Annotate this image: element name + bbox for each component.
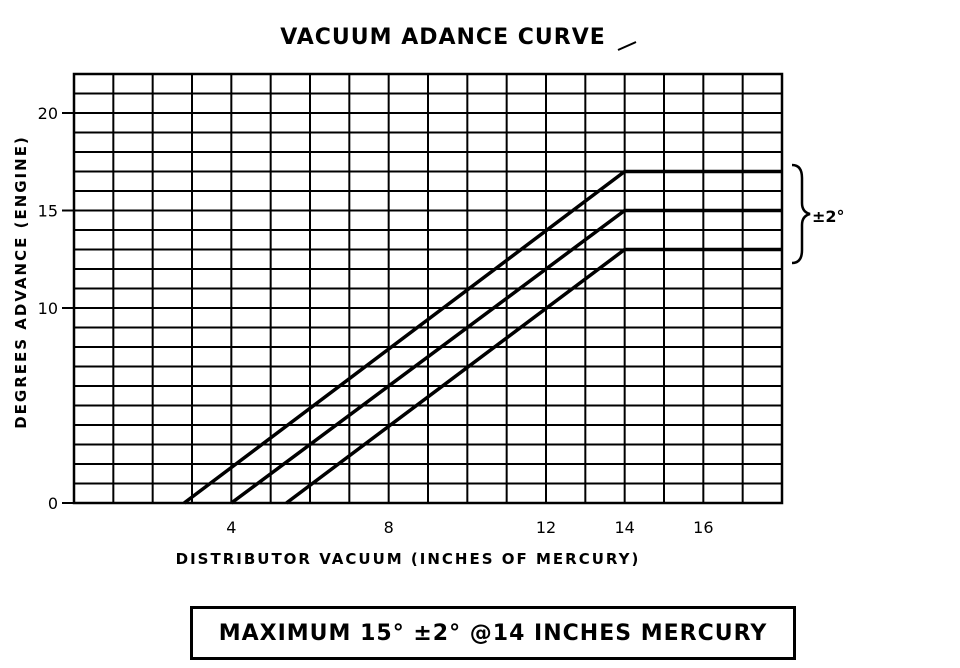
maximum-note-text: MAXIMUM 15° ±2° @14 INCHES MERCURY	[218, 620, 768, 646]
y-tick-label: 15	[38, 202, 58, 221]
title-stray-mark	[617, 41, 637, 51]
tolerance-bracket	[791, 163, 811, 265]
chart-title: VACUUM ADANCE CURVE	[280, 25, 606, 50]
series-line-2	[230, 208, 782, 505]
y-tick-label: 10	[38, 299, 58, 318]
y-tick-label: 20	[38, 104, 58, 123]
series-line-3	[285, 247, 782, 505]
chart-grid	[74, 74, 782, 503]
plot-frame	[72, 72, 784, 505]
x-axis-label: DISTRIBUTOR VACUUM (INCHES OF MERCURY)	[176, 550, 641, 568]
tolerance-label: ±2°	[812, 207, 845, 226]
maximum-note-box: MAXIMUM 15° ±2° @14 INCHES MERCURY	[190, 606, 796, 660]
x-axis-ticks: 4 8 12 14 16	[226, 518, 713, 537]
y-tick-label: 0	[48, 494, 58, 513]
plot-border	[72, 72, 784, 505]
x-tick-label: 4	[226, 518, 236, 537]
y-axis-ticks: 0 10 15 20	[38, 104, 74, 513]
series-line-1	[183, 169, 782, 505]
x-tick-label: 16	[693, 518, 713, 537]
x-tick-label: 12	[536, 518, 556, 537]
x-tick-label: 14	[614, 518, 634, 537]
chart-series	[183, 169, 782, 505]
y-axis-label: DEGREES ADVANCE (ENGINE)	[12, 135, 30, 429]
x-tick-label: 8	[384, 518, 394, 537]
